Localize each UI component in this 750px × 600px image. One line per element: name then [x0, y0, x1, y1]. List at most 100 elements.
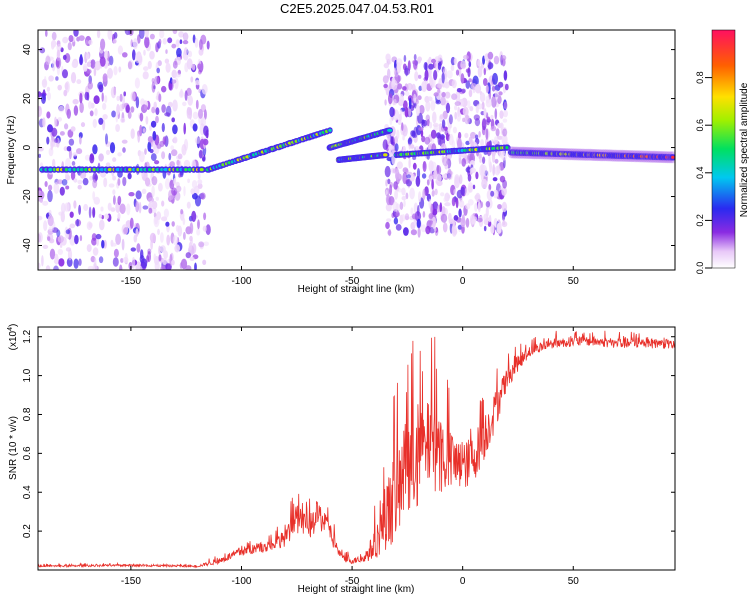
noise-blob: [189, 222, 194, 235]
noise-blob: [394, 143, 399, 152]
noise-blob: [58, 105, 65, 113]
noise-blob: [491, 152, 496, 163]
ridge-peak: [148, 168, 152, 172]
noise-blob: [408, 97, 412, 110]
noise-blob: [436, 83, 443, 89]
noise-blob: [486, 116, 491, 122]
noise-blob: [485, 84, 489, 94]
noise-blob: [91, 233, 97, 241]
noise-blob: [142, 71, 149, 80]
noise-blob: [503, 101, 508, 109]
noise-blob: [191, 63, 196, 71]
noise-blob: [492, 177, 498, 182]
noise-blob: [450, 64, 455, 72]
noise-blob: [156, 144, 162, 149]
noise-blob: [161, 104, 166, 113]
noise-blob: [119, 203, 126, 215]
noise-blob: [422, 211, 426, 218]
x-tick-label: 0: [460, 576, 466, 587]
noise-blob: [131, 257, 136, 269]
noise-blob: [172, 30, 178, 35]
noise-blob: [113, 32, 118, 39]
noise-blob: [480, 139, 484, 148]
noise-blob: [186, 58, 193, 70]
noise-blob: [66, 146, 72, 152]
noise-blob: [472, 184, 476, 190]
ridge-peak: [128, 168, 132, 172]
noise-blob: [469, 106, 474, 112]
noise-blob: [407, 60, 411, 71]
noise-blob: [415, 104, 420, 116]
noise-blob: [454, 105, 458, 111]
noise-blob: [436, 165, 442, 175]
colorbar-label: Normalized spectral amplitude: [739, 82, 750, 217]
noise-blob: [38, 153, 41, 158]
noise-blob: [98, 117, 104, 125]
noise-blob: [475, 192, 481, 203]
ridge-peak: [64, 168, 68, 172]
noise-blob: [430, 129, 437, 139]
noise-blob: [397, 188, 403, 193]
noise-blob: [112, 175, 116, 181]
noise-blob: [497, 81, 504, 88]
noise-blob: [105, 162, 111, 167]
noise-blob: [48, 184, 53, 191]
noise-blob: [183, 47, 188, 56]
noise-blob: [161, 200, 165, 207]
noise-blob: [95, 233, 102, 240]
noise-blob: [87, 81, 94, 90]
noise-blob: [410, 130, 416, 137]
noise-blob: [491, 85, 496, 92]
noise-blob: [58, 258, 65, 267]
noise-blob: [432, 220, 436, 230]
noise-blob: [39, 47, 46, 54]
noise-blob: [73, 105, 79, 116]
noise-blob: [130, 128, 135, 139]
noise-blob: [191, 243, 197, 254]
noise-blob: [119, 104, 124, 112]
noise-blob: [195, 99, 199, 110]
y-tick-label: 0: [22, 144, 33, 150]
noise-blob: [45, 30, 48, 37]
noise-blob: [67, 249, 73, 261]
noise-blob: [191, 180, 198, 189]
noise-blob: [73, 178, 78, 183]
noise-blob: [79, 102, 84, 114]
noise-blob: [121, 139, 128, 144]
noise-blob: [424, 69, 429, 81]
noise-blob: [395, 224, 402, 231]
noise-blob: [192, 34, 196, 44]
noise-blob: [38, 215, 43, 221]
noise-blob: [397, 83, 403, 90]
noise-blob: [92, 191, 96, 201]
ridge-peak: [163, 168, 169, 172]
noise-blob: [385, 221, 390, 230]
noise-blob: [107, 67, 113, 79]
ridge-peak: [136, 168, 140, 172]
noise-blob: [62, 69, 68, 79]
noise-blob: [127, 61, 133, 70]
noise-blob: [101, 239, 105, 249]
noise-blob: [401, 196, 407, 201]
noise-blob: [447, 168, 452, 180]
snr-scale-label: (x104): [7, 324, 19, 351]
noise-blob: [87, 265, 94, 270]
noise-blob: [138, 201, 142, 214]
noise-blob: [154, 76, 160, 85]
noise-blob: [488, 216, 492, 223]
noise-blob: [445, 102, 451, 114]
noise-blob: [94, 108, 98, 116]
noise-blob: [197, 179, 203, 185]
noise-blob: [399, 214, 404, 225]
noise-blob: [198, 241, 205, 248]
noise-blob: [490, 125, 497, 132]
ridge-peak: [328, 128, 332, 132]
y-tick-label: 0.2: [22, 524, 33, 538]
noise-blob: [203, 212, 207, 221]
noise-blob: [433, 169, 438, 178]
noise-blob: [64, 82, 69, 91]
noise-blob: [105, 133, 108, 145]
noise-blob: [172, 235, 179, 246]
noise-blob: [124, 30, 131, 36]
noise-blob: [171, 149, 178, 157]
